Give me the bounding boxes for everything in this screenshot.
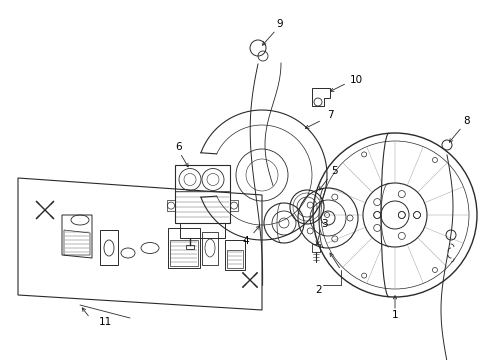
Text: 1: 1 [391,310,398,320]
Text: 3: 3 [320,219,326,229]
Text: 6: 6 [175,142,182,152]
Text: 2: 2 [315,285,322,295]
Text: 9: 9 [276,19,283,29]
Text: 4: 4 [242,236,249,246]
Text: 8: 8 [463,116,469,126]
Text: 7: 7 [326,110,333,120]
Text: 10: 10 [349,75,362,85]
Text: 11: 11 [98,317,111,327]
Text: 5: 5 [330,166,337,176]
